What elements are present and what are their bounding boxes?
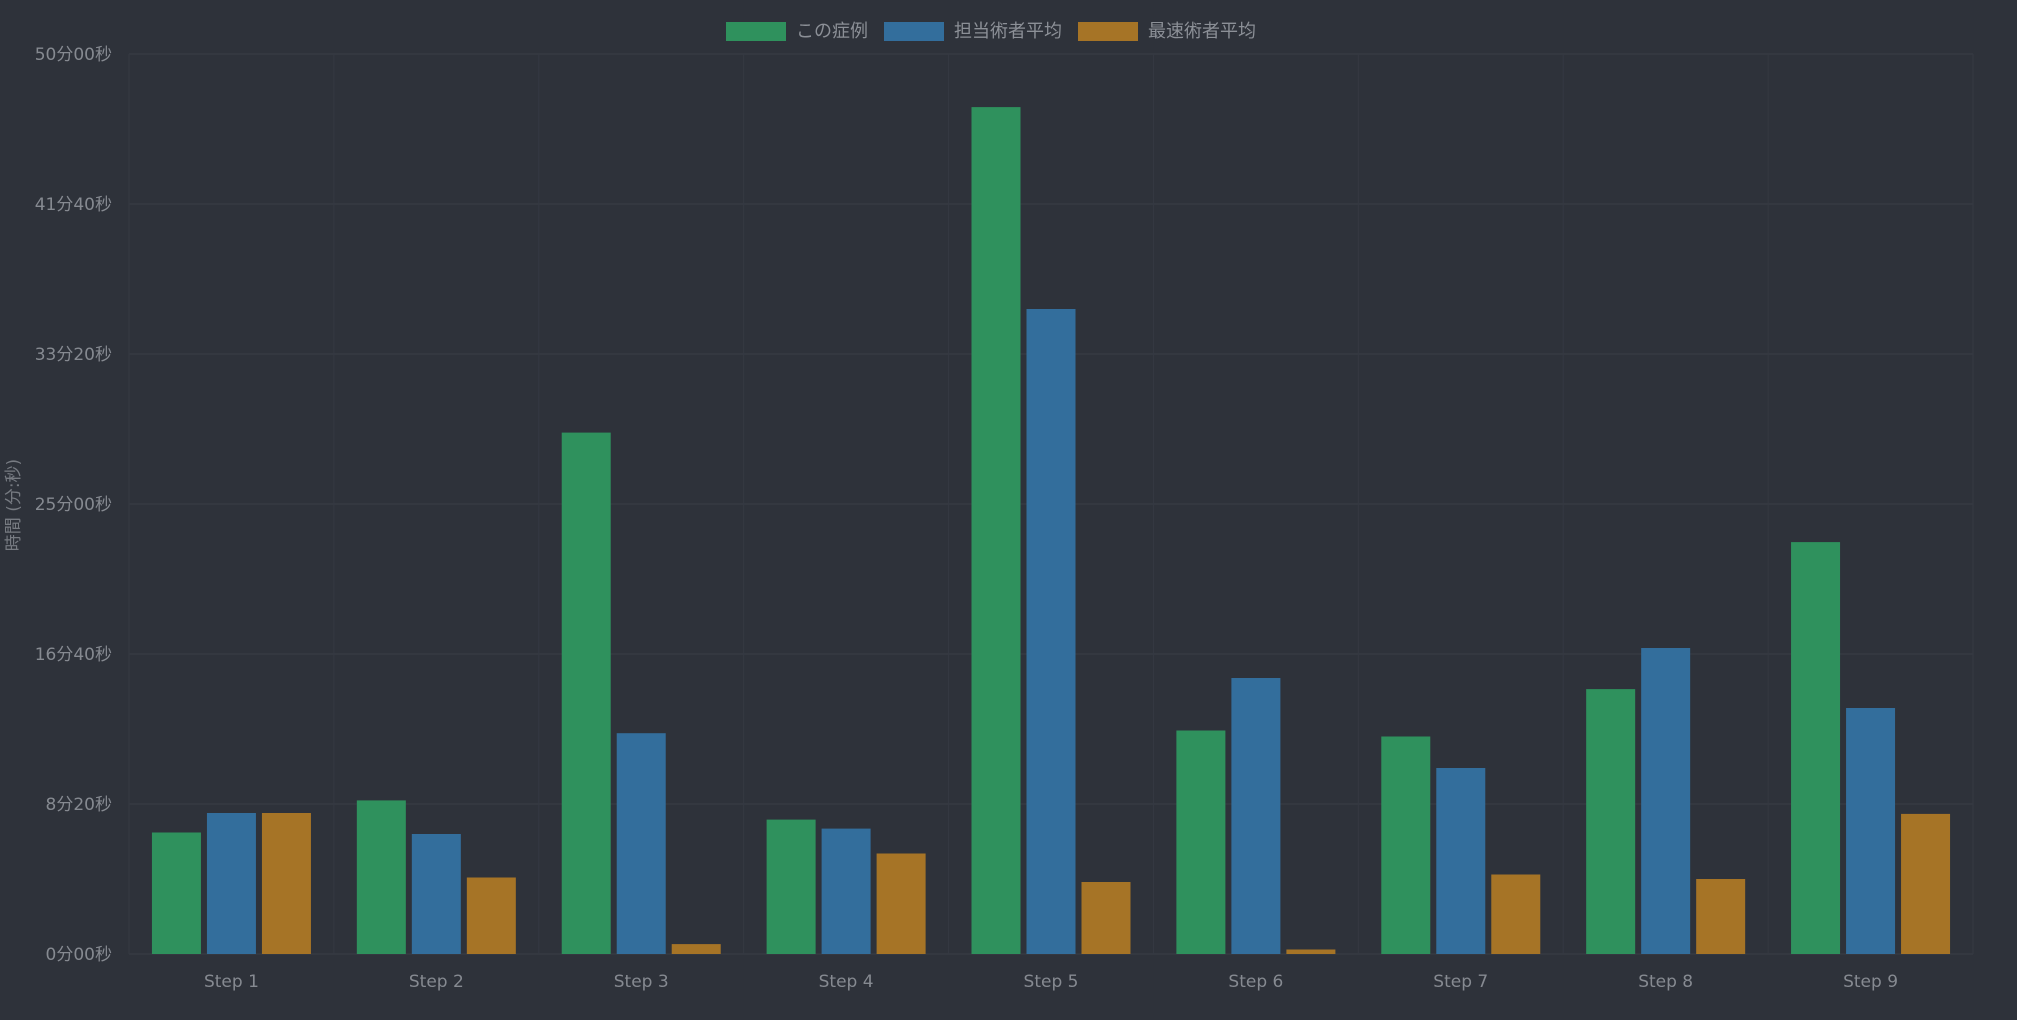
x-tick-label: Step 8: [1638, 972, 1693, 992]
x-tick-label: Step 1: [204, 972, 259, 992]
y-tick-label: 33分20秒: [35, 345, 112, 365]
legend-item[interactable]: 担当術者平均: [884, 21, 1062, 42]
bar[interactable]: [616, 733, 666, 954]
x-tick-label: Step 9: [1843, 972, 1898, 992]
x-tick-label: Step 3: [614, 972, 669, 992]
bar[interactable]: [766, 819, 816, 954]
bar[interactable]: [1791, 542, 1841, 954]
x-axis: Step 1 Step 2 Step 3 Step 4 Step 5 Step 6 Step…: [204, 972, 1898, 992]
bar[interactable]: [1696, 879, 1746, 954]
y-tick-label: 8分20秒: [46, 795, 112, 815]
x-tick-label: Step 6: [1228, 972, 1283, 992]
bars: [151, 107, 1951, 955]
y-tick-label: 41分40秒: [35, 195, 112, 215]
bar[interactable]: [1286, 949, 1336, 955]
bar[interactable]: [1436, 768, 1486, 954]
legend-swatch: [1078, 22, 1138, 41]
bar[interactable]: [466, 877, 516, 955]
bar[interactable]: [206, 813, 256, 954]
bar[interactable]: [356, 800, 406, 954]
legend[interactable]: この症例 担当術者平均 最速術者平均: [726, 21, 1256, 42]
bar[interactable]: [1231, 678, 1281, 954]
bar[interactable]: [1901, 813, 1951, 954]
bar[interactable]: [1081, 882, 1131, 954]
legend-label: 担当術者平均: [954, 21, 1062, 42]
bar[interactable]: [1026, 309, 1076, 954]
bar[interactable]: [561, 432, 611, 955]
x-tick-label: Step 7: [1433, 972, 1488, 992]
legend-swatch: [884, 22, 944, 41]
y-tick-label: 0分00秒: [46, 945, 112, 965]
legend-item[interactable]: 最速術者平均: [1078, 21, 1256, 42]
bar[interactable]: [876, 853, 926, 955]
legend-swatch: [726, 22, 786, 41]
bar[interactable]: [671, 944, 721, 954]
bar[interactable]: [261, 813, 311, 954]
bar[interactable]: [971, 107, 1021, 955]
x-tick-label: Step 2: [409, 972, 464, 992]
legend-label: この症例: [796, 21, 868, 42]
legend-item[interactable]: この症例: [726, 21, 868, 42]
x-tick-label: Step 5: [1024, 972, 1079, 992]
y-tick-label: 50分00秒: [35, 45, 112, 65]
y-axis-title: 時間 (分:秒): [4, 459, 24, 551]
bar[interactable]: [1176, 730, 1226, 955]
bar[interactable]: [1641, 648, 1691, 954]
x-tick-label: Step 4: [819, 972, 874, 992]
bar[interactable]: [821, 828, 871, 954]
bar[interactable]: [1381, 736, 1431, 955]
y-axis: 0分00秒 8分20秒 16分40秒 25分00秒 33分20秒 41分40秒 50分00秒: [35, 45, 112, 965]
bar[interactable]: [1846, 708, 1896, 954]
legend-label: 最速術者平均: [1148, 21, 1256, 42]
bar[interactable]: [1491, 874, 1541, 955]
y-tick-label: 16分40秒: [35, 645, 112, 665]
y-tick-label: 25分00秒: [35, 495, 112, 515]
bar[interactable]: [411, 834, 461, 954]
bar[interactable]: [151, 832, 201, 955]
bar[interactable]: [1586, 689, 1636, 954]
